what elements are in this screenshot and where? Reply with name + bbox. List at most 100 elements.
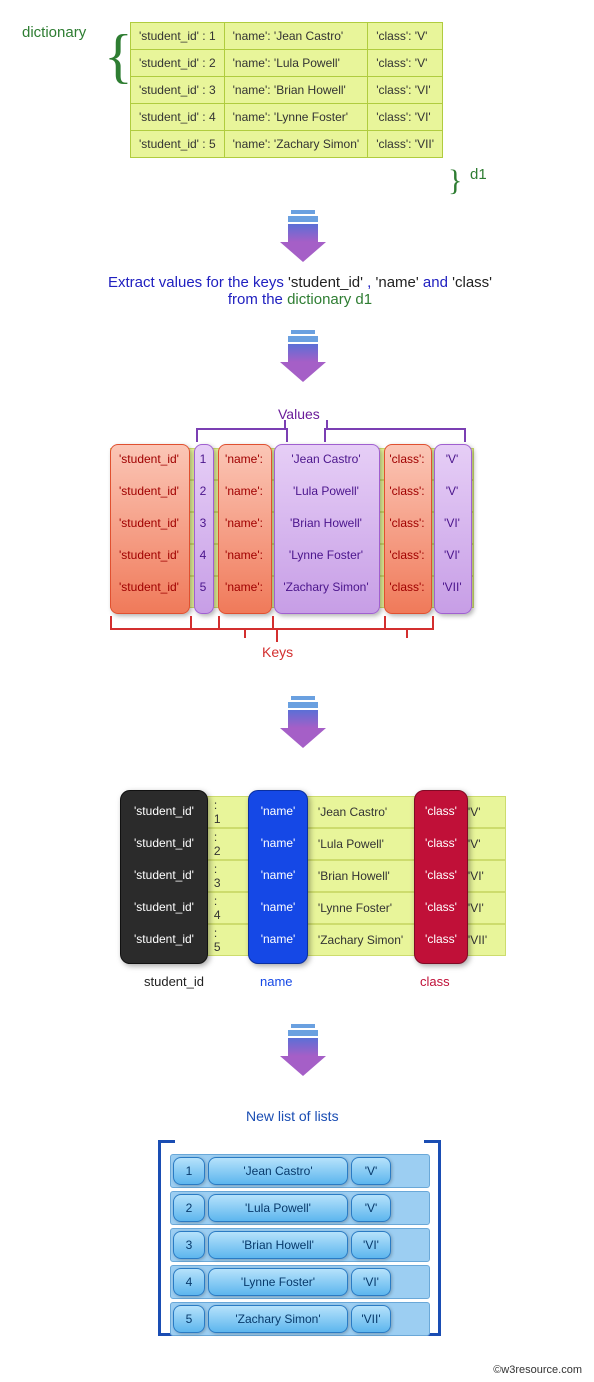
value-text: 'Lula Powell' (274, 484, 378, 498)
final-class: 'VI' (351, 1268, 391, 1296)
table-cell: 'class': 'V' (368, 50, 443, 77)
key-text: 'class': (384, 516, 430, 530)
label-name: name (260, 974, 293, 989)
table-cell: 'student_id' : 3 (131, 77, 225, 104)
key-text: 'student_id' (110, 484, 188, 498)
group-cell: 'student_id' (121, 859, 207, 891)
group-cell: 'name' (249, 795, 307, 827)
list-item: 5'Zachary Simon''VII' (170, 1302, 430, 1336)
arrow-icon (280, 330, 326, 380)
caption-extract: Extract values for the keys 'student_id'… (40, 274, 560, 308)
value-text: 'VII' (434, 580, 470, 594)
keys-values-table: 'student_id' 'student_id' 'student_id' 'stu… (110, 448, 510, 608)
final-id: 5 (173, 1305, 205, 1333)
value-text: 'Jean Castro' (274, 452, 378, 466)
list-item: 1'Jean Castro''V' (170, 1154, 430, 1188)
keys-bracket-stem (276, 630, 278, 642)
final-class: 'VI' (351, 1231, 391, 1259)
key-text: 'class': (384, 580, 430, 594)
key-text: 'name': (218, 548, 270, 562)
label-class: class (420, 974, 450, 989)
key-text: 'student_id' (110, 452, 188, 466)
group-class: 'class''class''class''class''class' (414, 790, 468, 964)
footer-credit: ©w3resource.com (493, 1364, 582, 1376)
table-cell: 'student_id' : 1 (131, 23, 225, 50)
final-id: 2 (173, 1194, 205, 1222)
value-text: 'Brian Howell' (274, 516, 378, 530)
table-cell: 'class': 'VI' (368, 104, 443, 131)
table-cell: 'name': 'Lula Powell' (224, 50, 368, 77)
final-class: 'V' (351, 1157, 391, 1185)
group-cell: 'name' (249, 827, 307, 859)
final-id: 3 (173, 1231, 205, 1259)
final-name: 'Lula Powell' (208, 1194, 348, 1222)
arrow-icon (280, 210, 326, 260)
value-text: 3 (194, 516, 212, 530)
group-cell: 'class' (415, 859, 467, 891)
table-cell: 'class': 'V' (368, 23, 443, 50)
list-item: 4'Lynne Foster''VI' (170, 1265, 430, 1299)
key-text: 'student_id' (110, 548, 188, 562)
final-list: 1'Jean Castro''V'2'Lula Powell''V'3'Bria… (170, 1154, 430, 1339)
grouped-table: : 1'Jean Castro''V': 2'Lula Powell''V': … (126, 796, 506, 956)
key-text: 'student_id' (110, 580, 188, 594)
value-text: 'VI' (434, 548, 470, 562)
group-cell: 'student_id' (121, 891, 207, 923)
key-text: 'class': (384, 484, 430, 498)
group-cell: 'student_id' (121, 923, 207, 955)
brace-d1: } (448, 170, 462, 191)
value-text: 2 (194, 484, 212, 498)
list-item: 3'Brian Howell''VI' (170, 1228, 430, 1262)
dictionary-label: dictionary (22, 24, 86, 41)
group-cell: 'name' (249, 923, 307, 955)
new-list-label: New list of lists (246, 1108, 339, 1124)
value-text: 4 (194, 548, 212, 562)
table-cell: 'class': 'VI' (368, 77, 443, 104)
key-text: 'student_id' (110, 516, 188, 530)
group-name: 'name''name''name''name''name' (248, 790, 308, 964)
group-cell: 'class' (415, 827, 467, 859)
group-cell: 'student_id' (121, 795, 207, 827)
group-cell: 'class' (415, 923, 467, 955)
final-name: 'Brian Howell' (208, 1231, 348, 1259)
table-cell: 'name': 'Zachary Simon' (224, 131, 368, 158)
key-text: 'class': (384, 548, 430, 562)
value-text: 'V' (434, 484, 470, 498)
d1-label: d1 (470, 166, 487, 183)
final-name: 'Jean Castro' (208, 1157, 348, 1185)
group-cell: 'name' (249, 859, 307, 891)
table-cell: 'name': 'Lynne Foster' (224, 104, 368, 131)
group-sid: 'student_id''student_id''student_id''stu… (120, 790, 208, 964)
final-name: 'Zachary Simon' (208, 1305, 348, 1333)
dictionary-table: 'student_id' : 1'name': 'Jean Castro''cl… (130, 22, 443, 158)
label-sid: student_id (144, 974, 204, 989)
value-text: 1 (194, 452, 212, 466)
table-cell: 'student_id' : 4 (131, 104, 225, 131)
arrow-icon (280, 1024, 326, 1074)
values-bracket-left (196, 428, 288, 442)
group-cell: 'class' (415, 795, 467, 827)
table-cell: 'name': 'Brian Howell' (224, 77, 368, 104)
keys-bracket-jtick1 (244, 628, 246, 638)
values-bracket-mid (284, 420, 328, 428)
final-id: 4 (173, 1268, 205, 1296)
keys-label: Keys (262, 644, 293, 660)
key-text: 'name': (218, 484, 270, 498)
key-text: 'name': (218, 516, 270, 530)
arrow-icon (280, 696, 326, 746)
group-cell: 'name' (249, 891, 307, 923)
final-class: 'VII' (351, 1305, 391, 1333)
list-item: 2'Lula Powell''V' (170, 1191, 430, 1225)
key-text: 'name': (218, 580, 270, 594)
value-text: 5 (194, 580, 212, 594)
table-cell: 'student_id' : 5 (131, 131, 225, 158)
final-id: 1 (173, 1157, 205, 1185)
final-class: 'V' (351, 1194, 391, 1222)
key-text: 'name': (218, 452, 270, 466)
group-cell: 'student_id' (121, 827, 207, 859)
value-text: 'Zachary Simon' (274, 580, 378, 594)
key-text: 'class': (384, 452, 430, 466)
table-cell: 'class': 'VII' (368, 131, 443, 158)
keys-bracket-join (148, 628, 408, 630)
value-text: 'Lynne Foster' (274, 548, 378, 562)
